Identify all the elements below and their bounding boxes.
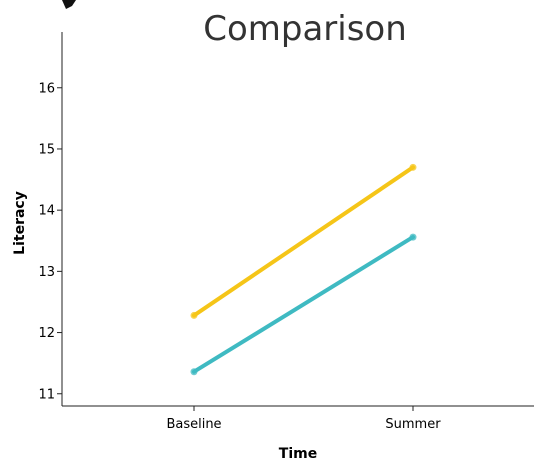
y-tick-label: 15 bbox=[38, 142, 55, 157]
y-axis: 11 12 13 14 15 16 bbox=[38, 32, 63, 406]
data-point bbox=[409, 163, 417, 171]
y-tick-label: 12 bbox=[38, 326, 55, 341]
series-0 bbox=[190, 163, 417, 319]
x-tick-group: Baseline Summer bbox=[166, 406, 441, 432]
series-line bbox=[192, 235, 415, 374]
x-axis: Baseline Summer bbox=[62, 405, 534, 432]
x-axis-label: Time bbox=[279, 446, 317, 462]
chart-title: Comparison bbox=[203, 9, 407, 49]
y-tick-label: 14 bbox=[38, 204, 55, 219]
y-tick-group: 11 12 13 14 15 16 bbox=[38, 81, 62, 402]
y-tick-label: 16 bbox=[38, 81, 55, 96]
y-axis-label: Literacy bbox=[12, 191, 28, 255]
data-point bbox=[190, 311, 198, 319]
x-tick-label: Baseline bbox=[166, 417, 221, 432]
x-tick-label: Summer bbox=[385, 417, 441, 432]
data-point bbox=[409, 233, 417, 241]
y-tick-label: 11 bbox=[38, 387, 55, 402]
series-line bbox=[192, 165, 415, 318]
data-point bbox=[190, 368, 198, 376]
y-tick-label: 13 bbox=[38, 265, 55, 280]
series-layer bbox=[190, 163, 417, 376]
series-1 bbox=[190, 233, 417, 376]
logo-fragment bbox=[62, 0, 76, 9]
